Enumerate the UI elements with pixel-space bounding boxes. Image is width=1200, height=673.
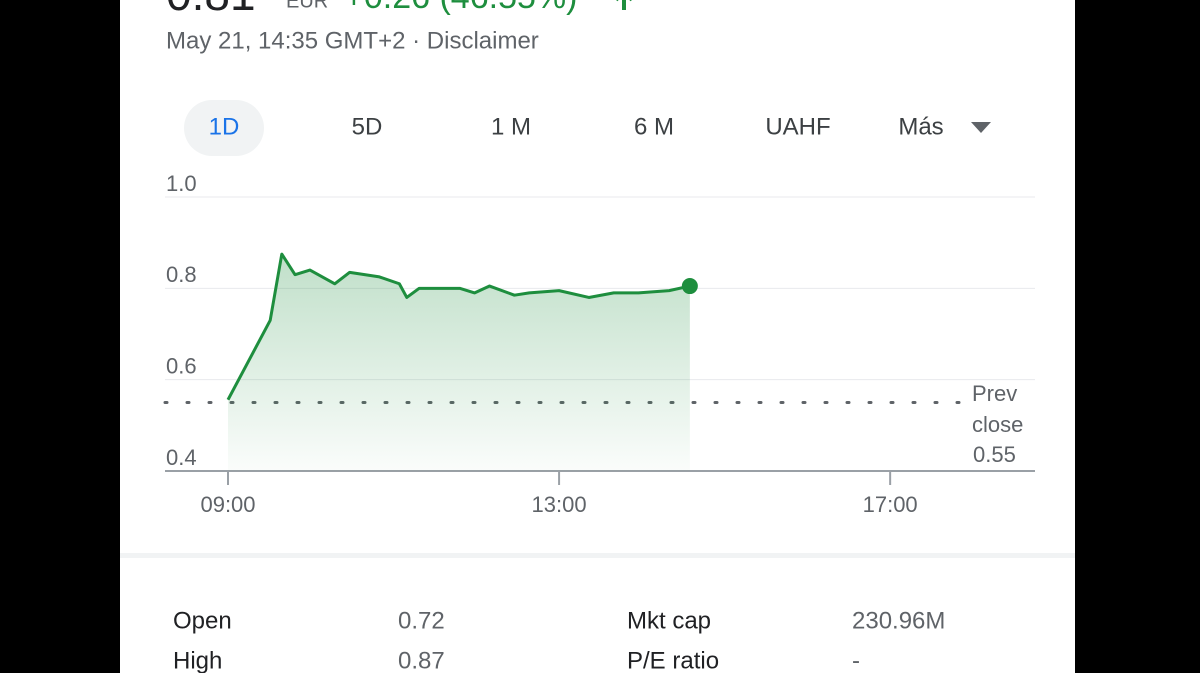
y-tick-label: 0.6 bbox=[166, 353, 197, 378]
prev-close-label: Prev close bbox=[972, 381, 1024, 437]
stats: Open 0.72 Mkt cap 230.96M High 0.87 P/E ratio - bbox=[173, 607, 945, 673]
last-point bbox=[681, 278, 698, 295]
x-tick-label: 17:00 bbox=[863, 492, 918, 517]
tab[interactable]: UAHF bbox=[765, 113, 830, 140]
dropdown-icon bbox=[971, 122, 991, 133]
stat-value: 0.87 bbox=[398, 647, 445, 673]
separator bbox=[120, 553, 1075, 558]
x-tick-label: 13:00 bbox=[532, 492, 587, 517]
timestamp: May 21, 14:35 GMT+2 · Disclaimer bbox=[166, 27, 539, 54]
tab-highlight bbox=[184, 100, 264, 156]
stat-value: 0.72 bbox=[398, 607, 445, 634]
tab[interactable]: 1 M bbox=[491, 113, 531, 140]
price: 0.81 bbox=[166, 0, 256, 20]
stat-label: Mkt cap bbox=[627, 607, 711, 634]
price-line bbox=[226, 252, 691, 401]
tab[interactable]: 6 M bbox=[634, 113, 674, 140]
stat-label: High bbox=[173, 647, 222, 673]
y-tick-label: 0.4 bbox=[166, 445, 197, 470]
currency: EUR bbox=[286, 0, 328, 12]
change: +0.26 (46.55%) bbox=[344, 0, 577, 16]
tabs: 1D 5D 1 M 6 M UAHF Más bbox=[209, 113, 944, 140]
prev-close-value: 0.55 bbox=[973, 442, 1016, 467]
tab[interactable]: 1D bbox=[209, 113, 240, 140]
y-tick-label: 0.8 bbox=[166, 262, 197, 287]
stat-value: 230.96M bbox=[852, 607, 945, 634]
tab[interactable]: Más bbox=[898, 113, 943, 140]
x-tick-label: 09:00 bbox=[200, 492, 255, 517]
stat-value: - bbox=[852, 647, 860, 673]
area bbox=[228, 254, 690, 471]
y-tick-label: 1.0 bbox=[166, 171, 197, 196]
tab[interactable]: 5D bbox=[352, 113, 383, 140]
up-arrow bbox=[616, 0, 632, 10]
stat-label: P/E ratio bbox=[627, 647, 719, 673]
stat-label: Open bbox=[173, 607, 232, 634]
plot: 0.4 0.6 0.8 1.0 09:00 13:00 17:00 0.55 bbox=[163, 171, 1035, 517]
